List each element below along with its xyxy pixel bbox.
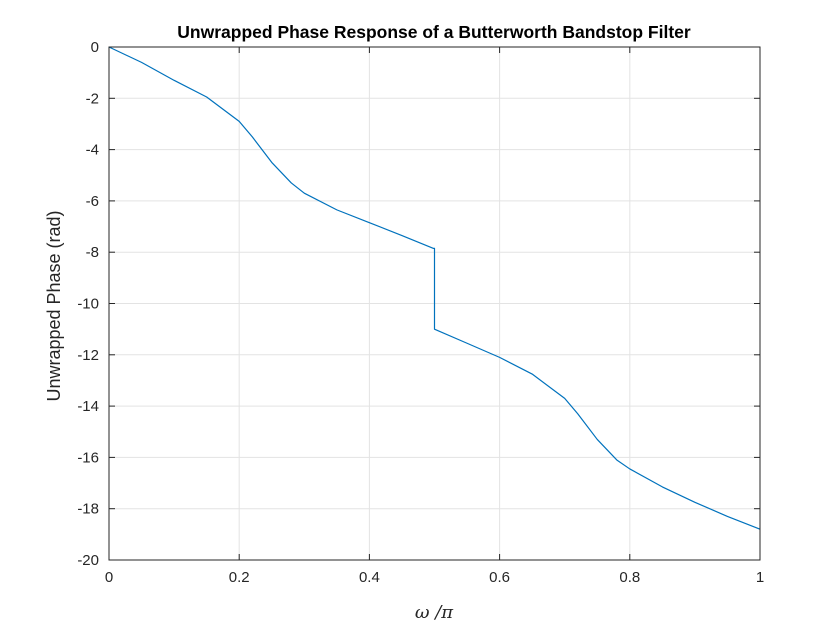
x-tick-label: 0.8 <box>619 569 640 586</box>
x-tick-label: 0 <box>105 569 113 586</box>
x-tick-label: 0.4 <box>359 569 380 586</box>
grid-lines <box>109 47 760 560</box>
y-tick-label: -6 <box>86 193 99 210</box>
data-line-layer <box>108 46 761 530</box>
phase-series-line <box>108 46 761 530</box>
y-tick-label: -4 <box>86 142 99 159</box>
y-tick-label: -10 <box>77 296 99 313</box>
tick-marks <box>108 46 761 561</box>
chart-title: Unwrapped Phase Response of a Butterwort… <box>177 22 691 42</box>
x-tick-labels: 0 0.2 0.4 0.6 0.8 1 <box>105 569 764 586</box>
y-tick-label: 0 <box>91 39 99 56</box>
x-tick-label: 0.6 <box>489 569 510 586</box>
y-axis-label: Unwrapped Phase (rad) <box>44 210 64 401</box>
y-tick-labels: 0 -2 -4 -6 -8 -10 -12 -14 -16 -18 -20 <box>77 39 99 569</box>
y-tick-label: -20 <box>77 552 99 569</box>
x-tick-label: 0.2 <box>229 569 250 586</box>
y-tick-label: -2 <box>86 90 99 107</box>
y-tick-label: -18 <box>77 501 99 518</box>
y-tick-label: -16 <box>77 449 99 466</box>
y-tick-label: -12 <box>77 347 99 364</box>
y-tick-label: -8 <box>86 244 99 261</box>
x-axis-label: ω /π <box>415 602 454 623</box>
y-tick-label: -14 <box>77 398 99 415</box>
x-tick-label: 1 <box>756 569 764 586</box>
